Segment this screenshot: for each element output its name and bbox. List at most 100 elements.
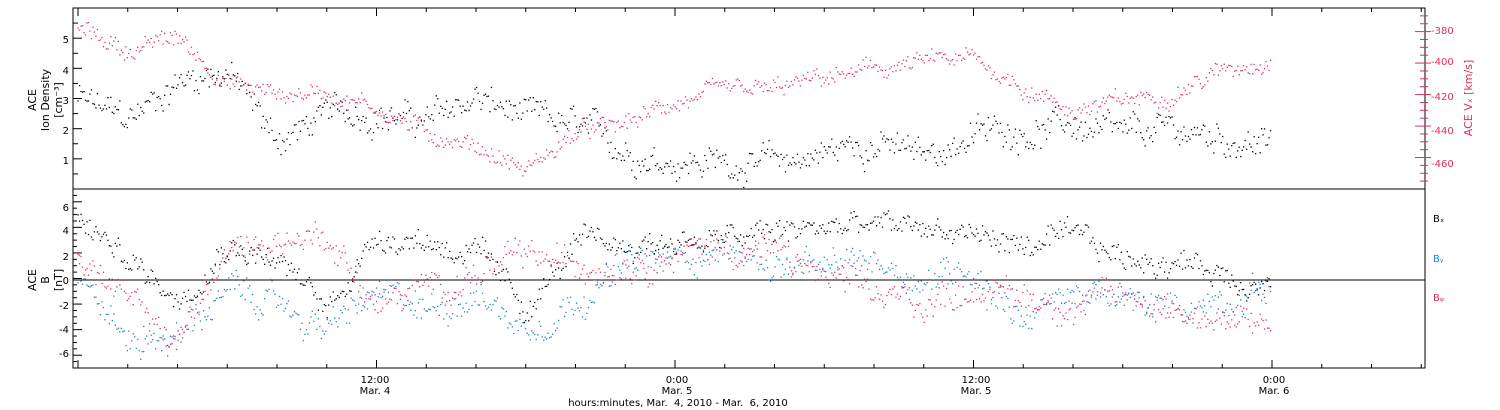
ion-density-point (223, 78, 225, 80)
vx-point (886, 77, 888, 79)
by-point (472, 292, 475, 294)
x-tick-time: 0:00 (1263, 375, 1285, 386)
ion-density-point (232, 74, 234, 76)
ion-density-point (213, 74, 215, 76)
bz-point (1077, 305, 1079, 307)
bx-point (896, 229, 899, 231)
x-tick-time: 0:00 (666, 375, 688, 386)
bz-point (252, 249, 254, 251)
vx-point (102, 46, 105, 48)
bx-point (98, 233, 100, 235)
bx-point (129, 268, 131, 270)
by-point (986, 280, 988, 282)
by-point (235, 269, 237, 272)
bz-point (1059, 311, 1061, 314)
vx-point (78, 29, 81, 31)
vx-point (393, 115, 396, 118)
ion-density-point (984, 135, 987, 137)
bx-point (1258, 294, 1260, 296)
vx-point (1095, 100, 1097, 102)
vx-point (589, 137, 591, 140)
bx-point (490, 253, 493, 255)
bz-point (420, 274, 422, 276)
vx-point (1083, 103, 1085, 105)
bx-point (1122, 263, 1124, 265)
bx-point (659, 240, 661, 242)
ion-density-point (680, 167, 682, 169)
ion-density-point (484, 93, 487, 95)
vx-point (928, 59, 930, 62)
by-point (1066, 288, 1069, 290)
bx-point (458, 256, 460, 258)
ion-density-point (328, 117, 330, 119)
vx-point (1098, 106, 1100, 108)
vx-point (643, 106, 645, 108)
bz-point (234, 241, 236, 243)
bx-point (723, 241, 725, 244)
ion-density-point (1138, 120, 1140, 122)
by-point (480, 284, 482, 286)
bx-point (168, 294, 170, 297)
ion-density-point (550, 117, 552, 119)
bz-point (744, 257, 746, 259)
ion-density-point (931, 145, 933, 147)
bx-point (1184, 267, 1187, 269)
bz-point (295, 243, 297, 245)
bx-point (975, 228, 978, 230)
vx-point (831, 77, 833, 79)
ion-density-point (719, 156, 721, 158)
bz-point (566, 255, 569, 257)
vx-point (666, 103, 669, 106)
ion-density-point (553, 125, 555, 127)
bz-point (881, 300, 884, 302)
bx-point (655, 249, 657, 252)
bz-point (337, 264, 339, 267)
vx-point (661, 112, 663, 114)
ion-density-point (802, 157, 805, 159)
by-point (420, 317, 422, 319)
ion-density-point (277, 148, 279, 150)
bz-point (919, 303, 921, 305)
by-point (332, 306, 334, 308)
by-point (1068, 300, 1070, 302)
ion-density-point (283, 141, 285, 143)
bx-point (189, 299, 191, 301)
bx-point (513, 293, 515, 296)
vx-point (862, 59, 864, 61)
bx-point (1174, 261, 1176, 263)
by-point (755, 240, 757, 242)
by-point (129, 348, 131, 350)
bz-point (387, 301, 390, 303)
by-point (710, 254, 712, 256)
ion-density-point (341, 101, 343, 103)
by-point (993, 291, 996, 293)
vx-point (155, 34, 157, 37)
bz-point (241, 254, 243, 256)
bz-point (729, 257, 731, 259)
bz-point (992, 292, 994, 294)
ion-density-point (746, 180, 748, 182)
bx-point (1010, 238, 1012, 241)
bz-point (383, 288, 385, 291)
vx-point (738, 80, 740, 82)
bz-point (465, 267, 467, 269)
bz-point (625, 277, 627, 279)
by-point (1141, 304, 1143, 306)
bx-point (768, 231, 770, 233)
ion-density-point (786, 154, 788, 156)
vx-point (447, 141, 449, 143)
bx-point (456, 258, 458, 260)
ion-density-point (799, 167, 802, 169)
ion-density-point (758, 161, 760, 163)
bx-point (705, 244, 707, 247)
ion-density-point (87, 100, 90, 102)
by-point (816, 269, 818, 271)
bx-point (147, 276, 149, 278)
ion-density-point (167, 85, 169, 87)
ion-density-point (474, 88, 476, 90)
ion-density-point (134, 117, 136, 119)
bz-point (464, 277, 466, 279)
vx-point (1131, 96, 1133, 98)
vx-point (719, 82, 721, 84)
bz-point (758, 242, 760, 244)
